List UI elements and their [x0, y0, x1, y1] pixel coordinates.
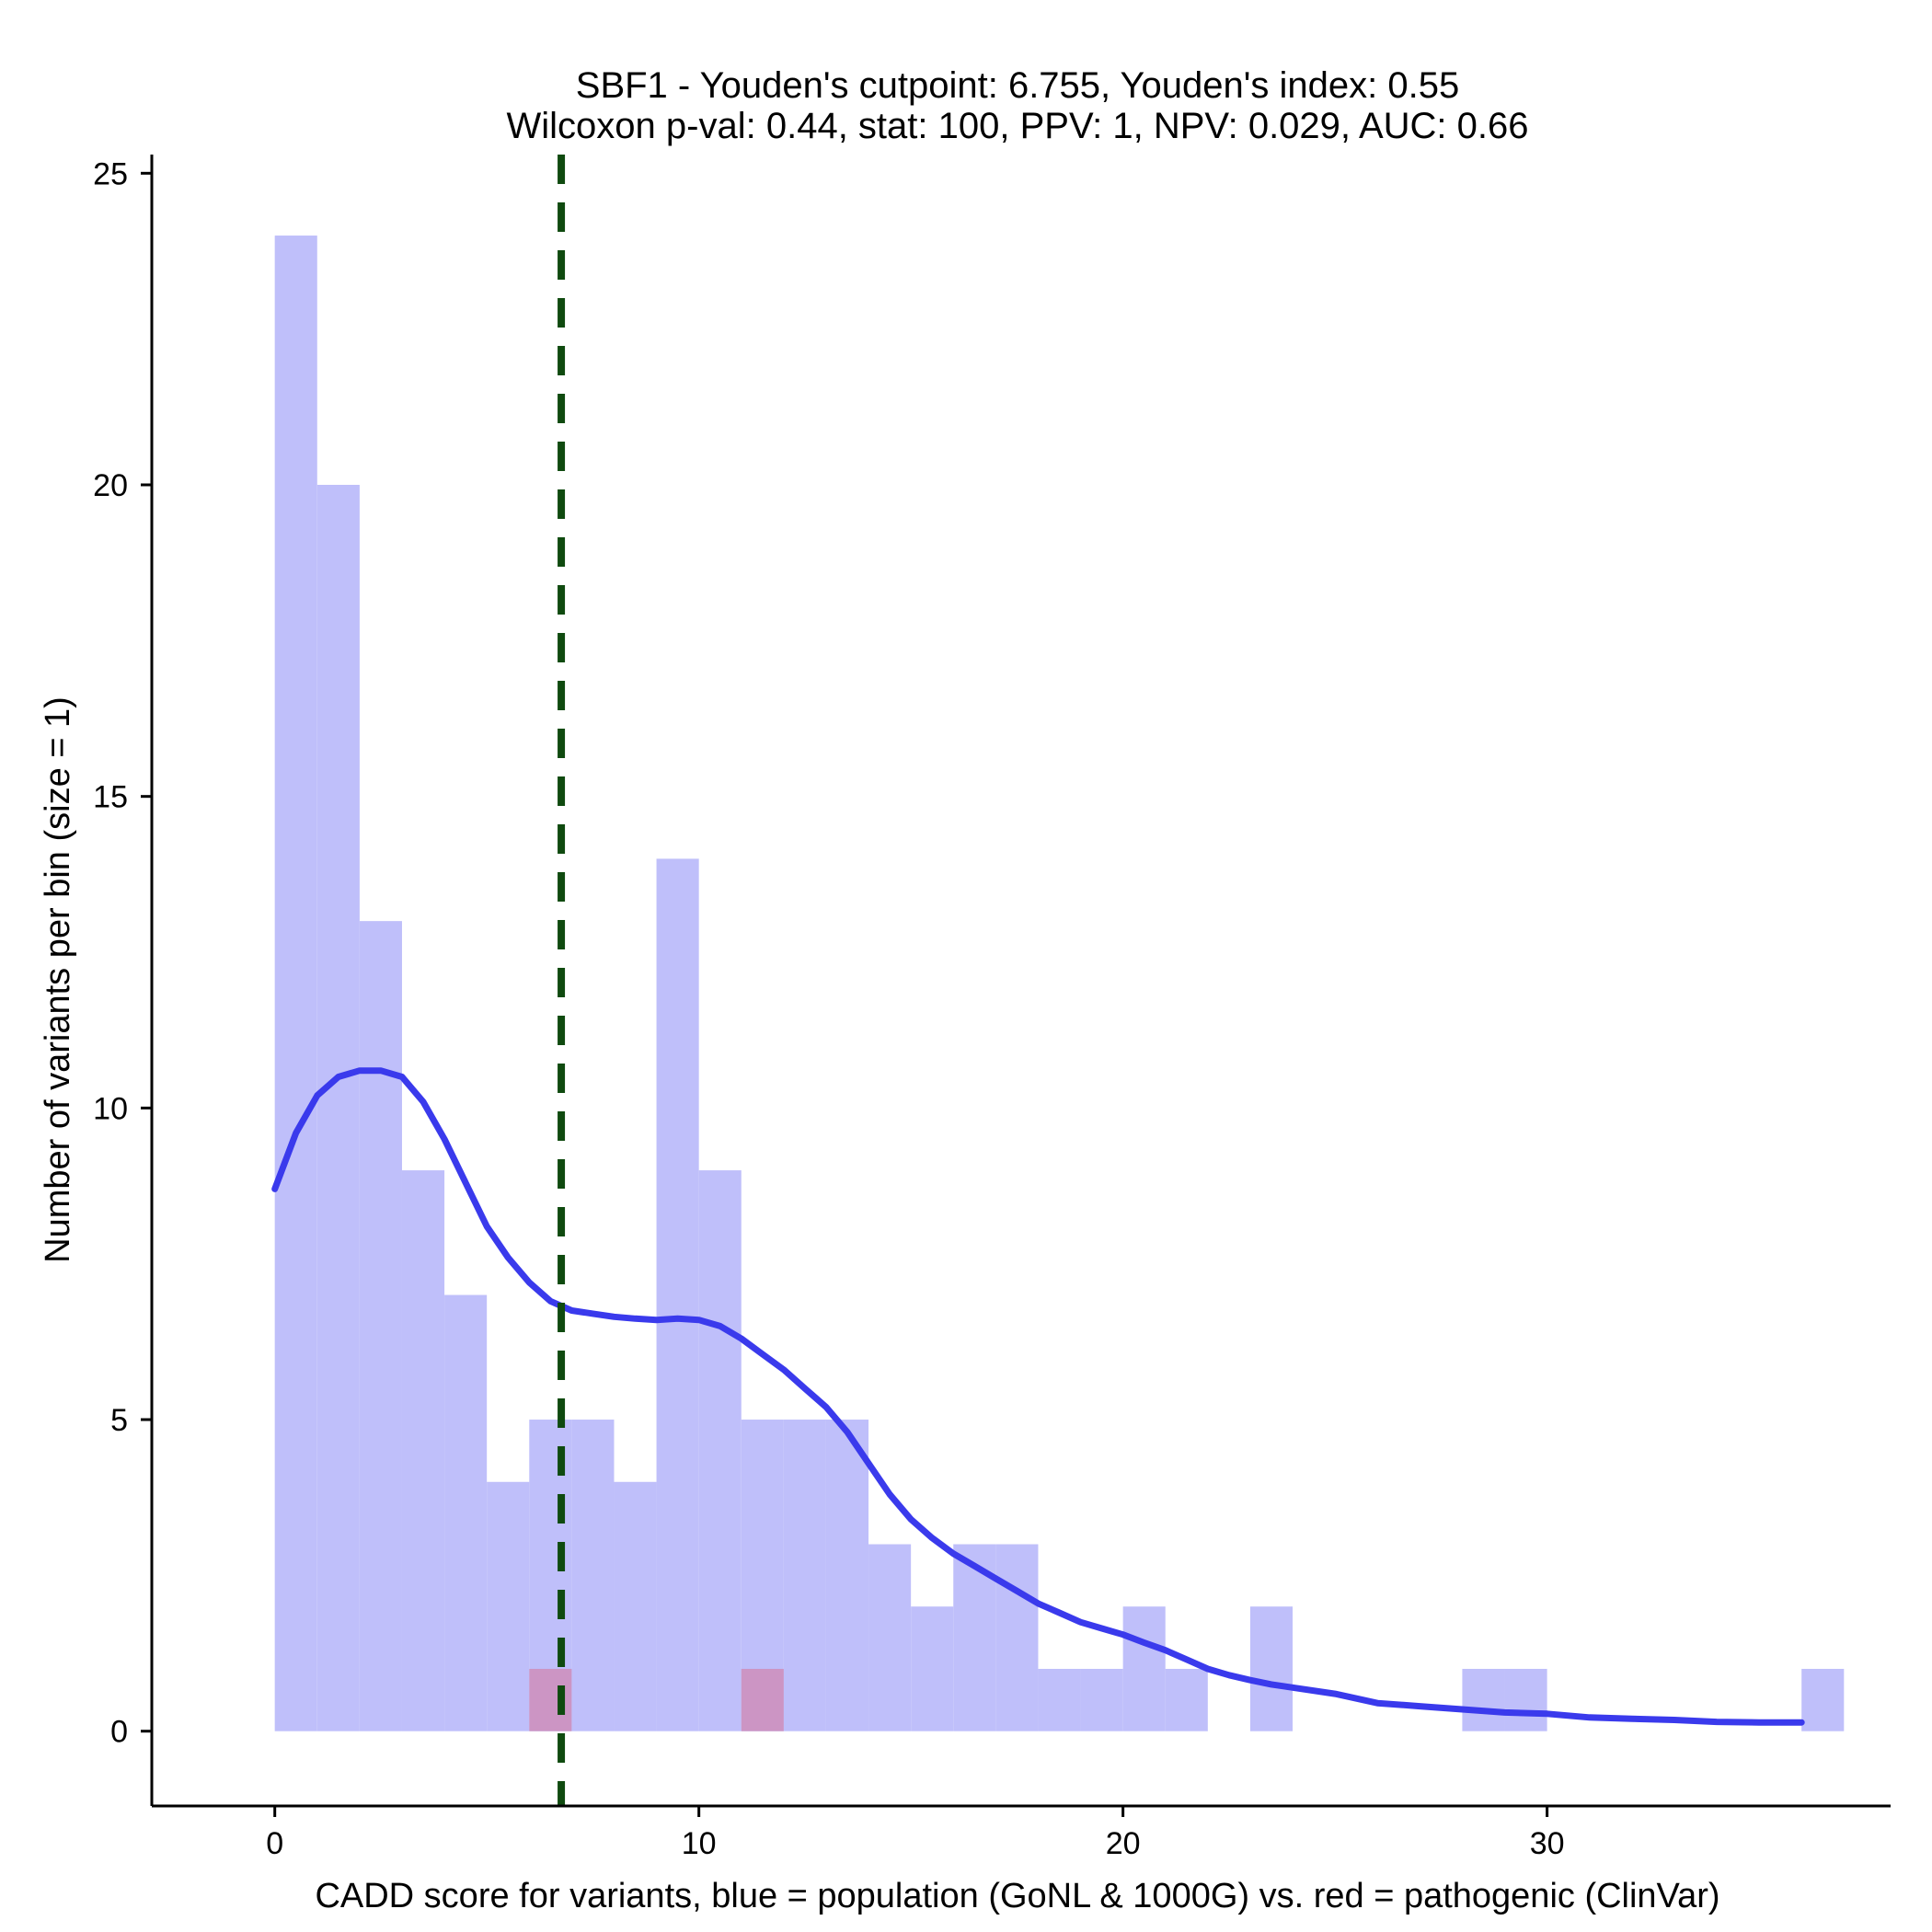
y-axis-label: Number of variants per bin (size = 1)	[39, 696, 77, 1263]
chart-titles: SBF1 - Youden's cutpoint: 6.755, Youden'…	[507, 65, 1529, 146]
chart-title: SBF1 - Youden's cutpoint: 6.755, Youden'…	[576, 65, 1459, 106]
overlay-layer	[271, 155, 1805, 1806]
population-bar	[656, 858, 699, 1731]
density-curve	[271, 1067, 1805, 1726]
y-tick-label: 20	[93, 468, 128, 503]
x-axis-label: CADD score for variants, blue = populati…	[315, 1877, 1719, 1915]
population-bar	[783, 1420, 826, 1731]
chart-subtitle: Wilcoxon p-val: 0.44, stat: 100, PPV: 1,…	[507, 106, 1529, 146]
x-tick-label: 10	[682, 1826, 717, 1861]
bars-layer	[274, 236, 1845, 1731]
y-tick-label: 25	[93, 156, 128, 191]
population-bar	[444, 1294, 488, 1731]
pathogenic-bar	[529, 1668, 572, 1731]
population-bar	[571, 1420, 615, 1731]
population-bar	[316, 485, 360, 1731]
population-bar	[1165, 1668, 1208, 1731]
population-bar	[401, 1170, 445, 1731]
population-bar	[825, 1420, 869, 1731]
y-tick-label: 10	[93, 1091, 128, 1126]
population-bar	[868, 1544, 912, 1731]
population-bar	[911, 1606, 954, 1731]
x-tick-label: 20	[1106, 1826, 1141, 1861]
population-bar	[274, 236, 317, 1731]
population-bar	[1122, 1606, 1166, 1731]
x-tick-label: 30	[1530, 1826, 1565, 1861]
population-bar	[1801, 1668, 1845, 1731]
population-bar	[698, 1170, 742, 1731]
pathogenic-bar	[741, 1668, 784, 1731]
population-bar	[487, 1481, 530, 1731]
y-tick-label: 5	[110, 1403, 128, 1438]
y-tick-label: 0	[110, 1715, 128, 1750]
population-bar	[995, 1544, 1039, 1731]
x-tick-label: 0	[266, 1826, 283, 1861]
population-bar	[1462, 1668, 1505, 1731]
population-bar	[614, 1481, 657, 1731]
y-tick-label: 15	[93, 780, 128, 815]
population-bar	[1038, 1668, 1081, 1731]
population-bar	[1504, 1668, 1547, 1731]
population-bar	[359, 921, 402, 1731]
population-bar	[1080, 1668, 1123, 1731]
axes-layer: 0 5 10 15 20 25 0 10 20 30	[93, 155, 1891, 1861]
population-bar	[1249, 1606, 1294, 1731]
